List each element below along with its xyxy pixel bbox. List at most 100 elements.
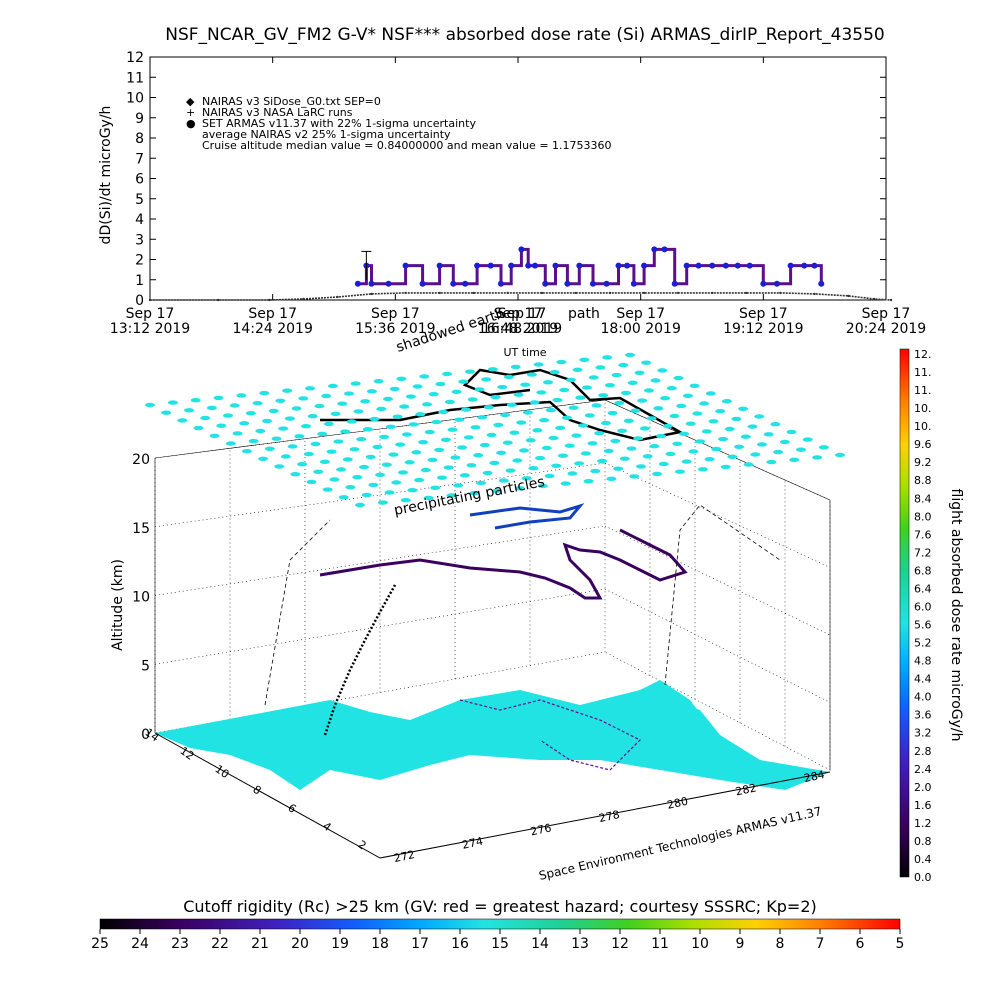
particle-dash [280,454,291,459]
particle-dash [330,411,341,416]
armas-point [722,262,729,269]
particle-dash [611,372,622,378]
figure-title: NSF_NCAR_GV_FM2 G-V* NSF*** absorbed dos… [165,25,884,45]
nairas-point [148,298,152,302]
particle-dash [779,439,790,445]
ts-y-tick-label: 7 [135,151,144,167]
particle-dash [533,362,544,367]
particle-dash [461,407,471,412]
dose-colorbar-tick-label: 2.8 [914,745,932,758]
particle-dash [598,393,609,398]
armas-point [651,246,658,253]
particle-dash [580,451,591,456]
land-mass-south [670,700,790,785]
particle-dash [384,490,395,495]
particle-dash [552,397,563,403]
particle-dash [381,462,392,467]
particle-dash [657,368,668,373]
nairas-point [404,291,407,295]
particle-dash [483,405,494,410]
particle-dash [630,408,641,413]
particle-dash [606,476,617,481]
particle-dash [731,416,742,422]
legend-entry: NAIRAS v3 NASA LaRC runs [202,106,353,119]
particle-dash [444,399,455,405]
particle-dash [607,410,618,416]
3d-z-tick-label: 10 [132,590,150,606]
particle-dash [489,460,500,466]
particle-dash [603,448,614,454]
rigidity-colorbar-tick-label: 15 [491,936,509,952]
particle-dash [424,429,435,435]
particle-dash [766,459,777,465]
particle-dash [747,424,758,429]
particle-dash [711,446,722,452]
particle-dash [613,466,624,471]
dose-colorbar-tick-label: 8.8 [914,474,932,487]
nairas-point [847,294,850,298]
particle-dash [389,386,400,392]
cutoff-rigidity-colorbar: Cutoff rigidity (Rc) >25 km (GV: red = g… [91,897,904,952]
armas-point [671,280,678,287]
particle-dash [727,454,738,459]
3d-y-tick-label: 10 [213,762,232,781]
particle-dash [796,447,806,452]
nairas-point [268,298,271,302]
3d-map-plane [154,680,831,859]
nairas-point [889,298,893,302]
land-mass-north-america [155,680,830,790]
particle-dash [634,370,645,375]
dose-rate-colorbar-label: flight absorbed dose rate microGy/h [948,489,964,742]
particle-dash [564,443,575,448]
dose-colorbar-tick-label: 2.4 [914,763,932,776]
particle-dash [835,452,845,458]
particle-dash [536,390,547,395]
annotation-software-credit: Space Environment Technologies ARMAS v11… [538,804,823,883]
3d-y-tick-label: 8 [250,783,263,798]
particle-dash [399,404,410,409]
particle-dash [463,435,474,440]
ts-y-tick-label: 0 [135,293,144,309]
rigidity-colorbar-tick-label: 8 [776,936,785,952]
particle-dash [326,449,337,454]
cutoff-rigidity-label: Cutoff rigidity (Rc) >25 km (GV: red = g… [183,897,817,916]
3d-x-tick-label: 282 [734,781,757,798]
particle-dash [298,396,309,401]
dose-colorbar-tick-label: 9.6 [914,438,932,451]
particle-dash [428,392,439,397]
particle-dash [294,434,305,439]
particle-dash [465,369,475,374]
3d-x-tick-label: 280 [666,795,689,812]
particle-dash [619,456,630,461]
armas-point [419,280,426,287]
particle-dash [275,398,286,403]
particle-dash [314,403,325,409]
particle-dash [649,444,660,449]
particle-dash [660,396,671,401]
particle-dash [529,400,540,405]
dose-colorbar-tick-label: 11. [914,384,932,397]
particle-dash [321,393,332,399]
particle-dash [692,411,703,416]
nairas-point [711,291,714,295]
flight-3d-view: 0 5 10 15 20 Altitude (km) 272 274 276 278 280 28… [110,306,845,883]
particle-dash [241,449,252,454]
particle-dash [177,418,188,423]
armas-point [487,262,494,269]
rigidity-colorbar-tick-label: 9 [736,936,745,952]
armas-point [368,280,375,287]
particle-dash [355,502,365,508]
particle-dash [305,386,315,391]
map-base-frame [154,732,831,859]
particle-dash [167,400,178,405]
3d-x-tick-label: 276 [529,821,552,838]
rigidity-colorbar-tick-label: 17 [411,936,429,952]
particle-dash [750,452,761,457]
particle-dash [375,472,386,477]
particle-dash [633,436,644,441]
particle-dash [629,474,640,479]
armas-point [734,262,741,269]
flight-track-altitude [319,528,688,600]
particle-dash [297,462,308,467]
particle-dash [466,463,477,468]
